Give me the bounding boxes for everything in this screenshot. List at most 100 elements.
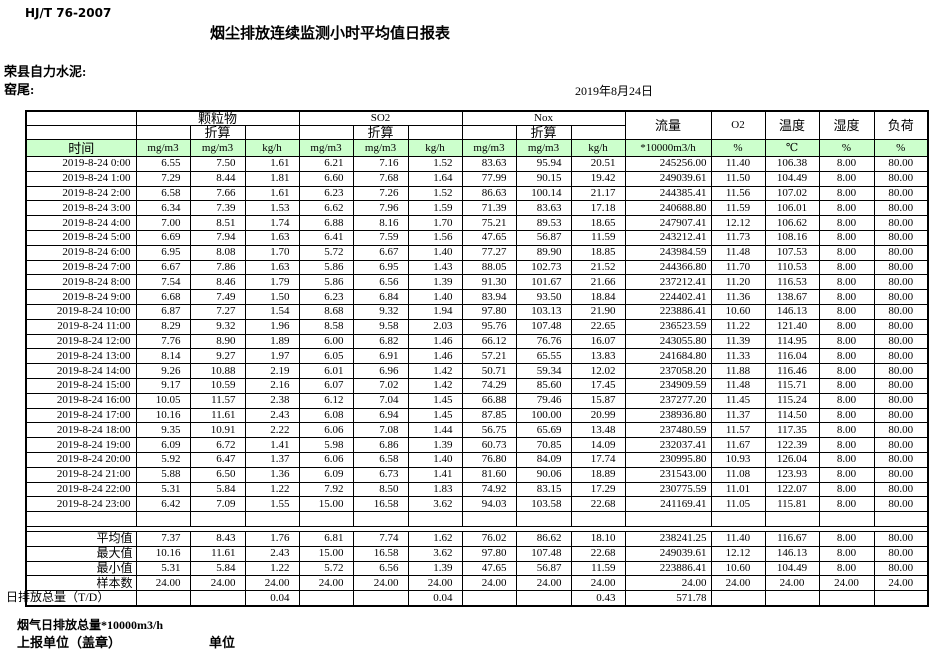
value-cell: 80.00 bbox=[873, 215, 929, 231]
value-cell: 21.66 bbox=[570, 274, 626, 291]
value-cell: 2.16 bbox=[244, 377, 300, 394]
summary-label: 日排放总量（T/D） bbox=[6, 590, 137, 608]
summary-value-cell: 8.00 bbox=[818, 560, 875, 577]
value-cell: 230775.59 bbox=[624, 481, 712, 498]
unit-cell: mg/m3 bbox=[135, 139, 191, 157]
value-cell: 126.04 bbox=[764, 451, 820, 468]
value-cell: 1.40 bbox=[407, 244, 463, 261]
value-cell: 1.45 bbox=[407, 392, 463, 409]
value-cell: 6.56 bbox=[352, 274, 409, 291]
summary-value-cell bbox=[298, 590, 354, 608]
value-cell: 74.92 bbox=[461, 481, 517, 498]
value-cell: 47.65 bbox=[461, 229, 517, 246]
group-so2: SO2 bbox=[298, 110, 463, 126]
value-cell: 7.08 bbox=[352, 422, 409, 439]
blank-cell bbox=[25, 125, 137, 140]
summary-value-cell: 116.67 bbox=[764, 530, 820, 547]
time-cell: 2019-8-24 11:00 bbox=[25, 318, 137, 335]
blank-cell bbox=[135, 511, 191, 527]
value-cell: 6.55 bbox=[135, 156, 191, 172]
value-cell: 10.60 bbox=[710, 303, 766, 320]
value-cell: 1.56 bbox=[407, 229, 463, 246]
blank-cell bbox=[764, 511, 820, 527]
unit-cell: % bbox=[710, 139, 766, 157]
value-cell: 103.58 bbox=[515, 496, 572, 513]
value-cell: 1.55 bbox=[244, 496, 300, 513]
value-cell: 83.63 bbox=[515, 200, 572, 217]
time-cell: 2019-8-24 12:00 bbox=[25, 333, 137, 350]
summary-value-cell: 24.00 bbox=[873, 575, 929, 592]
unit-label: 单位 bbox=[209, 635, 236, 650]
blank-cell bbox=[244, 125, 300, 140]
value-cell: 11.37 bbox=[710, 407, 766, 424]
value-cell: 5.92 bbox=[135, 451, 191, 468]
converted-label-nox: 折算 bbox=[515, 125, 572, 140]
value-cell: 83.15 bbox=[515, 481, 572, 498]
value-cell: 1.42 bbox=[407, 363, 463, 379]
value-cell: 6.60 bbox=[298, 170, 354, 187]
gap-cell bbox=[26, 526, 928, 532]
value-cell: 6.95 bbox=[352, 259, 409, 276]
standard-number: HJ/T 76-2007 bbox=[25, 6, 112, 20]
report-unit-label: 上报单位（盖章） bbox=[17, 635, 122, 650]
value-cell: 102.73 bbox=[515, 259, 572, 276]
value-cell: 65.55 bbox=[515, 348, 572, 365]
unit-cell: mg/m3 bbox=[298, 139, 354, 157]
value-cell: 8.00 bbox=[818, 170, 875, 187]
value-cell: 231543.00 bbox=[624, 466, 712, 483]
value-cell: 115.71 bbox=[764, 377, 820, 394]
unit-cell: mg/m3 bbox=[352, 139, 409, 157]
value-cell: 6.00 bbox=[298, 333, 354, 350]
converted-label-pm: 折算 bbox=[189, 125, 246, 140]
value-cell: 6.07 bbox=[298, 377, 354, 394]
value-cell: 8.00 bbox=[818, 259, 875, 276]
unit-cell-flow: *10000m3/h bbox=[624, 139, 712, 157]
value-cell: 6.09 bbox=[298, 466, 354, 483]
summary-value-cell: 2.43 bbox=[244, 545, 300, 562]
report-date: 2019年8月24日 bbox=[575, 84, 654, 98]
header-load: 负荷 bbox=[873, 110, 929, 140]
value-cell: 7.09 bbox=[189, 496, 246, 513]
value-cell: 11.05 bbox=[710, 496, 766, 513]
summary-value-cell: 76.02 bbox=[461, 530, 517, 547]
value-cell: 16.07 bbox=[570, 333, 626, 350]
value-cell: 20.99 bbox=[570, 407, 626, 424]
value-cell: 241169.41 bbox=[624, 496, 712, 513]
value-cell: 22.65 bbox=[570, 318, 626, 335]
group-nox: Nox bbox=[461, 110, 626, 126]
value-cell: 6.67 bbox=[352, 244, 409, 261]
time-header-blank bbox=[25, 110, 137, 126]
value-cell: 223886.41 bbox=[624, 303, 712, 320]
value-cell: 9.32 bbox=[352, 303, 409, 320]
value-cell: 1.81 bbox=[244, 170, 300, 187]
value-cell: 17.29 bbox=[570, 481, 626, 498]
value-cell: 60.73 bbox=[461, 437, 517, 453]
value-cell: 8.00 bbox=[818, 289, 875, 305]
value-cell: 14.09 bbox=[570, 437, 626, 453]
value-cell: 9.26 bbox=[135, 363, 191, 379]
value-cell: 11.48 bbox=[710, 377, 766, 394]
value-cell: 7.29 bbox=[135, 170, 191, 187]
value-cell: 240688.80 bbox=[624, 200, 712, 217]
value-cell: 65.69 bbox=[515, 422, 572, 439]
value-cell: 76.80 bbox=[461, 451, 517, 468]
value-cell: 6.41 bbox=[298, 229, 354, 246]
value-cell: 230995.80 bbox=[624, 451, 712, 468]
value-cell: 2.22 bbox=[244, 422, 300, 439]
value-cell: 249039.61 bbox=[624, 170, 712, 187]
table-row: 2019-8-24 5:00 6.69 7.94 1.63 6.41 7.59 1.56 47… bbox=[25, 229, 929, 246]
summary-value-cell: 24.00 bbox=[570, 575, 626, 592]
summary-value-cell: 104.49 bbox=[764, 560, 820, 577]
value-cell: 97.80 bbox=[461, 303, 517, 320]
summary-value-cell: 80.00 bbox=[873, 545, 929, 562]
value-cell: 6.67 bbox=[135, 259, 191, 276]
header-humidity: 湿度 bbox=[818, 110, 875, 140]
value-cell: 8.46 bbox=[189, 274, 246, 291]
value-cell: 106.01 bbox=[764, 200, 820, 217]
value-cell: 7.76 bbox=[135, 333, 191, 350]
value-cell: 89.90 bbox=[515, 244, 572, 261]
summary-label: 最小值 bbox=[25, 560, 137, 577]
value-cell: 18.85 bbox=[570, 244, 626, 261]
value-cell: 5.86 bbox=[298, 274, 354, 291]
value-cell: 93.50 bbox=[515, 289, 572, 305]
